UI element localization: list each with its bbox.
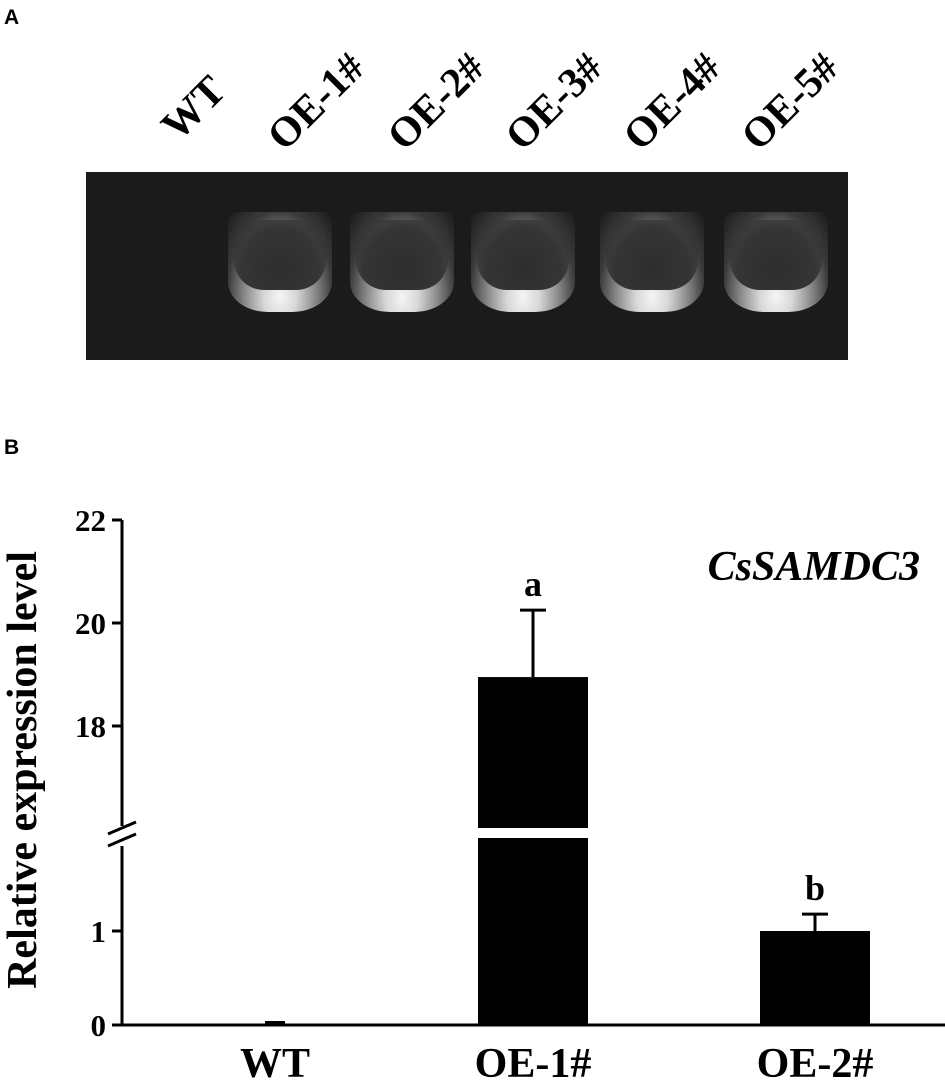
chart-bars <box>265 608 870 1025</box>
y-tick-label: 1 <box>91 914 107 949</box>
bar-chart: 0 1 18 20 22 Relative expression level CsSAMDC… <box>0 503 945 1084</box>
bar <box>478 838 588 1025</box>
significance-label: a <box>524 564 542 604</box>
axis-break-mark-upper <box>107 820 137 836</box>
panel-label-b: B <box>4 436 20 459</box>
x-tick-label: WT <box>240 1041 310 1084</box>
lane-label-oe1: OE-1# <box>258 44 374 160</box>
y-tick-label: 0 <box>91 1008 107 1043</box>
x-tick-label: OE-1# <box>475 1041 592 1084</box>
chart-labels: 0 1 18 20 22 Relative expression level CsSAMDC… <box>0 503 920 1084</box>
gel-image <box>86 172 848 360</box>
bar <box>265 1021 285 1025</box>
lane-label-oe5: OE-5# <box>732 44 848 160</box>
lane-label-oe2: OE-2# <box>378 44 494 160</box>
lane-label-oe3: OE-3# <box>496 44 612 160</box>
panel-label-a: A <box>4 6 20 29</box>
bar <box>760 931 870 1025</box>
gel-band-oe4 <box>600 212 704 312</box>
y-axis-label: Relative expression level <box>0 551 46 989</box>
gel-band-oe2 <box>350 212 454 312</box>
axis-break-mark-lower <box>107 832 137 848</box>
lane-label-wt: WT <box>152 67 235 150</box>
chart-title: CsSAMDC3 <box>708 544 920 590</box>
x-tick-label: OE-2# <box>757 1041 874 1084</box>
gel-band-oe1 <box>228 212 332 312</box>
y-tick-label: 20 <box>75 606 106 641</box>
bar-upper-segment <box>478 677 588 828</box>
lane-label-oe4: OE-4# <box>614 44 730 160</box>
y-tick-label: 18 <box>75 709 106 744</box>
significance-label: b <box>805 868 825 908</box>
gel-band-oe3 <box>471 212 575 312</box>
gel-band-oe5 <box>724 212 828 312</box>
y-tick-label: 22 <box>75 503 106 538</box>
